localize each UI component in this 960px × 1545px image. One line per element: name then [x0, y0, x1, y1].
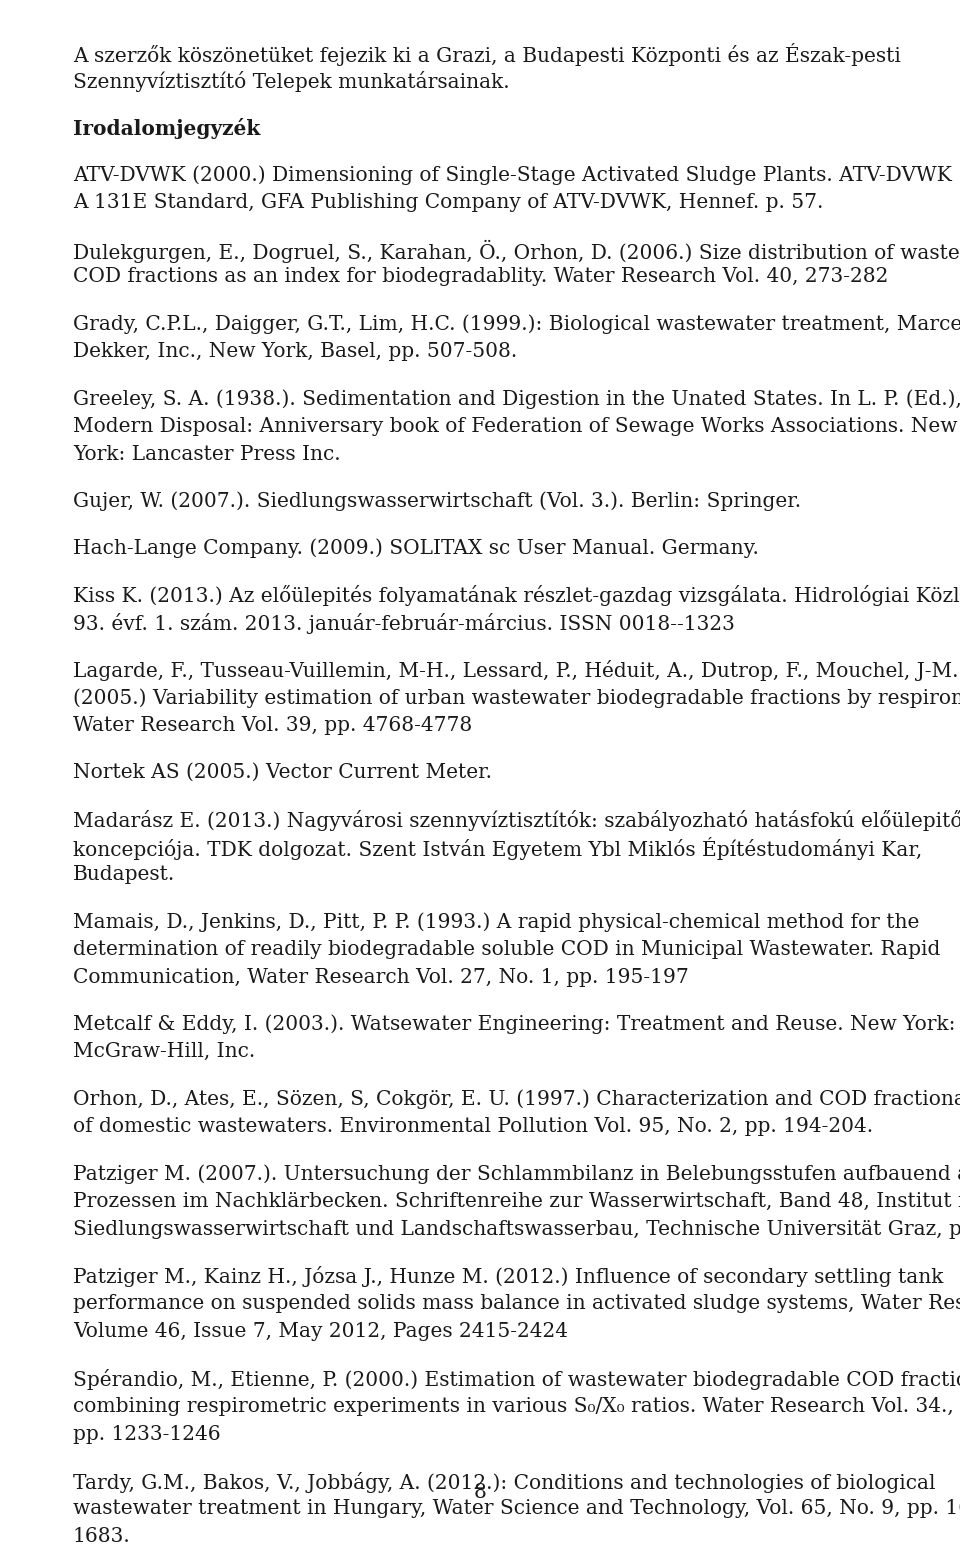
Text: Patziger M. (2007.). Untersuchung der Schlammbilanz in Belebungsstufen aufbauend: Patziger M. (2007.). Untersuchung der Sc…: [73, 1163, 960, 1183]
Text: Orhon, D., Ates, E., Sözen, S, Cokgör, E. U. (1997.) Characterization and COD fr: Orhon, D., Ates, E., Sözen, S, Cokgör, E…: [73, 1089, 960, 1109]
Text: 93. évf. 1. szám. 2013. január-február-március. ISSN 0018--1323: 93. évf. 1. szám. 2013. január-február-m…: [73, 613, 734, 633]
Text: Hach-Lange Company. (2009.) SOLITAX sc User Manual. Germany.: Hach-Lange Company. (2009.) SOLITAX sc U…: [73, 539, 758, 558]
Text: Tardy, G.M., Bakos, V., Jobbágy, A. (2012.): Conditions and technologies of biol: Tardy, G.M., Bakos, V., Jobbágy, A. (201…: [73, 1471, 935, 1492]
Text: Dulekgurgen, E., Dogruel, S., Karahan, Ö., Orhon, D. (2006.) Size distribution o: Dulekgurgen, E., Dogruel, S., Karahan, Ö…: [73, 239, 960, 263]
Text: Modern Disposal: Anniversary book of Federation of Sewage Works Associations. Ne: Modern Disposal: Anniversary book of Fed…: [73, 417, 957, 436]
Text: Water Research Vol. 39, pp. 4768-4778: Water Research Vol. 39, pp. 4768-4778: [73, 715, 472, 735]
Text: ATV-DVWK (2000.) Dimensioning of Single-Stage Activated Sludge Plants. ATV-DVWK: ATV-DVWK (2000.) Dimensioning of Single-…: [73, 165, 951, 184]
Text: Volume 46, Issue 7, May 2012, Pages 2415-2424: Volume 46, Issue 7, May 2012, Pages 2415…: [73, 1323, 568, 1341]
Text: Nortek AS (2005.) Vector Current Meter.: Nortek AS (2005.) Vector Current Meter.: [73, 763, 492, 782]
Text: Lagarde, F., Tusseau-Vuillemin, M-H., Lessard, P., Héduit, A., Dutrop, F., Mouch: Lagarde, F., Tusseau-Vuillemin, M-H., Le…: [73, 660, 958, 681]
Text: combining respirometric experiments in various S₀/X₀ ratios. Water Research Vol.: combining respirometric experiments in v…: [73, 1397, 960, 1415]
Text: of domestic wastewaters. Environmental Pollution Vol. 95, No. 2, pp. 194-204.: of domestic wastewaters. Environmental P…: [73, 1117, 873, 1136]
Text: A 131E Standard, GFA Publishing Company of ATV-DVWK, Hennef. p. 57.: A 131E Standard, GFA Publishing Company …: [73, 193, 824, 212]
Text: pp. 1233-1246: pp. 1233-1246: [73, 1424, 221, 1443]
Text: determination of readily biodegradable soluble COD in Municipal Wastewater. Rapi: determination of readily biodegradable s…: [73, 939, 941, 959]
Text: (2005.) Variability estimation of urban wastewater biodegradable fractions by re: (2005.) Variability estimation of urban …: [73, 688, 960, 708]
Text: Gujer, W. (2007.). Siedlungswasserwirtschaft (Vol. 3.). Berlin: Springer.: Gujer, W. (2007.). Siedlungswasserwirtsc…: [73, 491, 801, 511]
Text: Patziger M., Kainz H., Józsa J., Hunze M. (2012.) Influence of secondary settlin: Patziger M., Kainz H., Józsa J., Hunze M…: [73, 1267, 944, 1287]
Text: Spérandio, M., Etienne, P. (2000.) Estimation of wastewater biodegradable COD fr: Spérandio, M., Etienne, P. (2000.) Estim…: [73, 1369, 960, 1391]
Text: COD fractions as an index for biodegradablity. Water Research Vol. 40, 273-282: COD fractions as an index for biodegrada…: [73, 267, 888, 286]
Text: Metcalf & Eddy, I. (2003.). Watsewater Engineering: Treatment and Reuse. New Yor: Metcalf & Eddy, I. (2003.). Watsewater E…: [73, 1015, 955, 1034]
Text: Siedlungswasserwirtschaft und Landschaftswasserbau, Technische Universität Graz,: Siedlungswasserwirtschaft und Landschaft…: [73, 1219, 960, 1239]
Text: York: Lancaster Press Inc.: York: Lancaster Press Inc.: [73, 445, 341, 464]
Text: Kiss K. (2013.) Az előülepités folyamatának részlet-gazdag vizsgálata. Hidrológi: Kiss K. (2013.) Az előülepités folyamatá…: [73, 586, 960, 606]
Text: 8: 8: [473, 1483, 487, 1502]
Text: Budapest.: Budapest.: [73, 865, 176, 884]
Text: Grady, C.P.L., Daigger, G.T., Lim, H.C. (1999.): Biological wastewater treatment: Grady, C.P.L., Daigger, G.T., Lim, H.C. …: [73, 314, 960, 334]
Text: performance on suspended solids mass balance in activated sludge systems, Water : performance on suspended solids mass bal…: [73, 1295, 960, 1313]
Text: Dekker, Inc., New York, Basel, pp. 507-508.: Dekker, Inc., New York, Basel, pp. 507-5…: [73, 341, 517, 362]
Text: 1683.: 1683.: [73, 1526, 131, 1545]
Text: Szennyvíztisztító Telepek munkatársainak.: Szennyvíztisztító Telepek munkatársainak…: [73, 71, 510, 93]
Text: Prozessen im Nachklärbecken. Schriftenreihe zur Wasserwirtschaft, Band 48, Insti: Prozessen im Nachklärbecken. Schriftenre…: [73, 1191, 960, 1211]
Text: Irodalomjegyzék: Irodalomjegyzék: [73, 117, 260, 139]
Text: A szerzők köszönetüket fejezik ki a Grazi, a Budapesti Központi és az Észak-pest: A szerzők köszönetüket fejezik ki a Graz…: [73, 43, 900, 66]
Text: McGraw-Hill, Inc.: McGraw-Hill, Inc.: [73, 1043, 255, 1061]
Text: Greeley, S. A. (1938.). Sedimentation and Digestion in the Unated States. In L. : Greeley, S. A. (1938.). Sedimentation an…: [73, 389, 960, 409]
Text: koncepciója. TDK dolgozat. Szent István Egyetem Ybl Miklós Építéstudományi Kar,: koncepciója. TDK dolgozat. Szent István …: [73, 837, 923, 861]
Text: Madarász E. (2013.) Nagyvárosi szennyvíztisztítók: szabályozható hatásfokú előül: Madarász E. (2013.) Nagyvárosi szennyvíz…: [73, 810, 960, 831]
Text: Communication, Water Research Vol. 27, No. 1, pp. 195-197: Communication, Water Research Vol. 27, N…: [73, 967, 688, 987]
Text: Mamais, D., Jenkins, D., Pitt, P. P. (1993.) A rapid physical-chemical method fo: Mamais, D., Jenkins, D., Pitt, P. P. (19…: [73, 912, 920, 932]
Text: wastewater treatment in Hungary, Water Science and Technology, Vol. 65, No. 9, p: wastewater treatment in Hungary, Water S…: [73, 1499, 960, 1519]
